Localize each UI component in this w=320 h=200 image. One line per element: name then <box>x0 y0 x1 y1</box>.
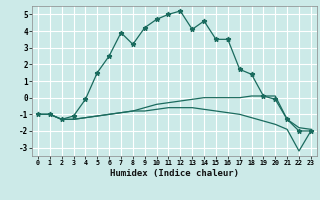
X-axis label: Humidex (Indice chaleur): Humidex (Indice chaleur) <box>110 169 239 178</box>
